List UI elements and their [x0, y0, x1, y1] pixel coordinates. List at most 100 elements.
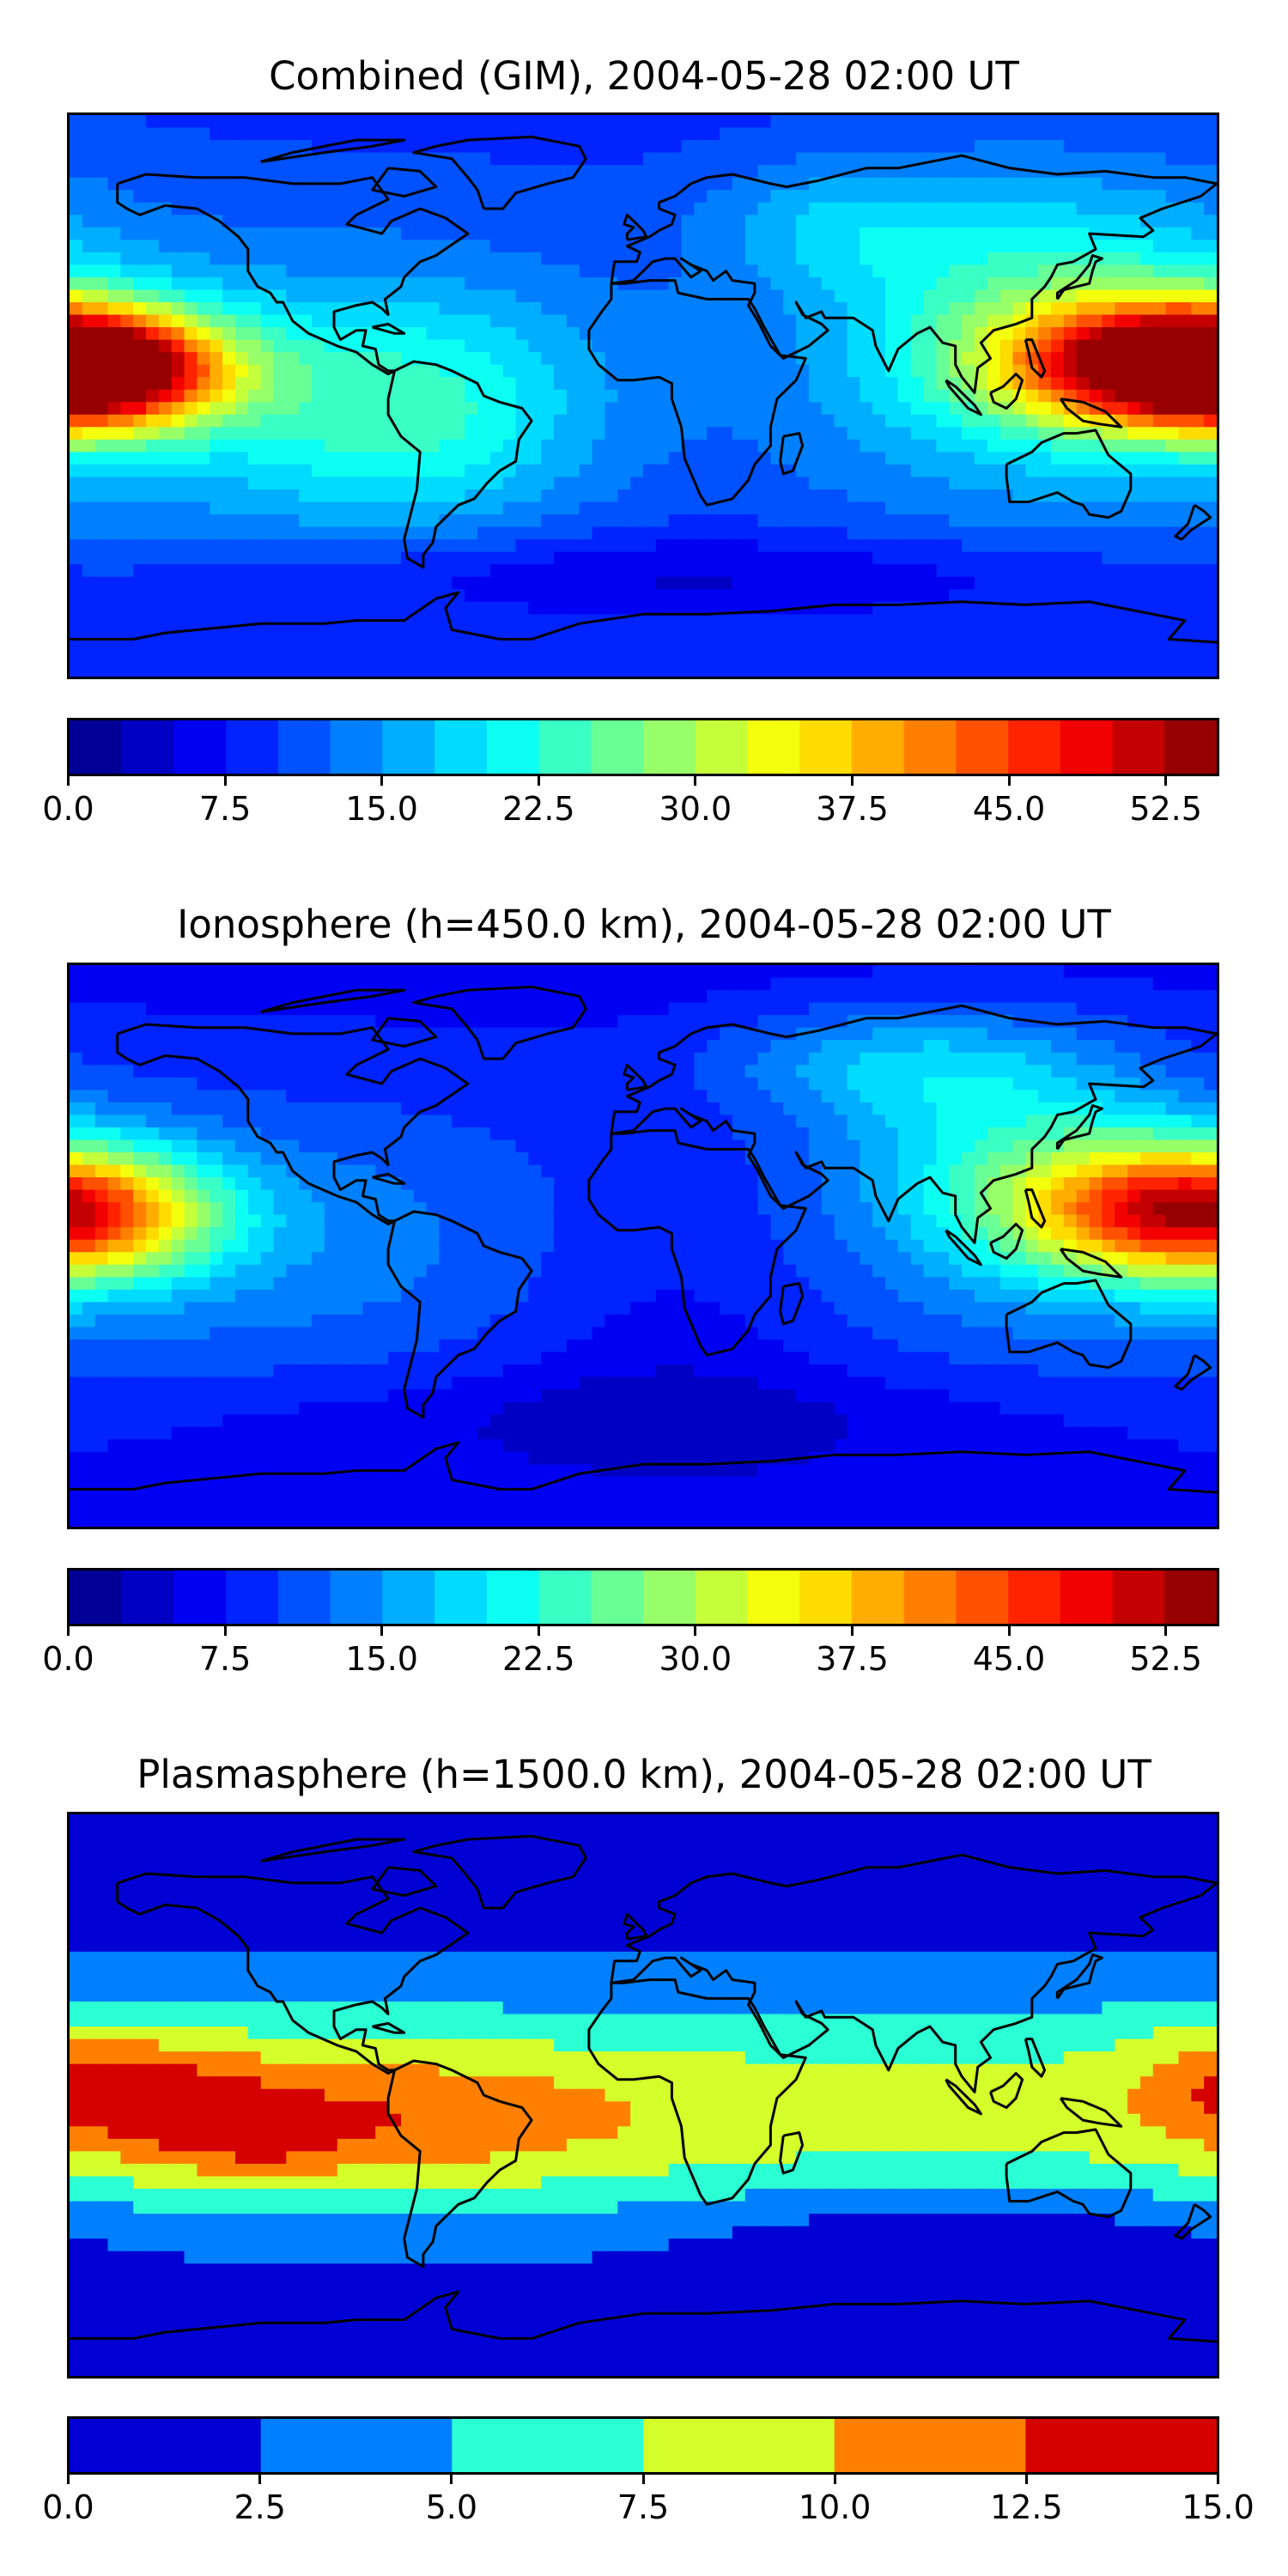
heat-cell [707, 364, 720, 378]
heat-cell [234, 1027, 249, 1041]
heat-cell [528, 276, 542, 291]
heat-cell [1178, 639, 1192, 653]
heat-cell [720, 589, 733, 603]
heat-cell [247, 1015, 262, 1029]
heat-cell [1178, 276, 1192, 291]
heat-cell [681, 427, 695, 440]
heat-cell [1051, 364, 1065, 378]
heat-cell [273, 539, 287, 553]
heat-cell [349, 289, 364, 303]
heat-cell [1025, 977, 1039, 991]
heat-cell [949, 127, 963, 141]
heat-cell [579, 477, 593, 490]
heat-cell [1076, 1052, 1091, 1066]
heat-cell [962, 414, 975, 428]
heat-cell [158, 339, 173, 353]
heat-cell [744, 215, 759, 228]
heat-cell [388, 539, 402, 553]
heat-cell [70, 601, 83, 615]
heat-cell [694, 439, 708, 453]
heat-cell [197, 314, 210, 328]
heat-cell [936, 352, 950, 366]
heat-cell [707, 1065, 720, 1078]
heat-cell [528, 564, 542, 578]
heat-cell [1165, 402, 1180, 416]
heat-cell [566, 302, 580, 316]
heat-cell [197, 614, 210, 628]
heat-cell [146, 1040, 160, 1054]
heat-cell [757, 1015, 772, 1029]
heat-cell [592, 439, 606, 453]
heat-cell [477, 1065, 491, 1078]
heat-cell [541, 564, 555, 578]
heat-cell [707, 526, 720, 540]
heat-cell [1076, 990, 1091, 1004]
heat-cell [974, 990, 988, 1004]
heat-cell [860, 276, 873, 291]
heat-cell [465, 1002, 478, 1016]
heat-cell [234, 664, 249, 677]
heat-cell [312, 389, 325, 403]
heat-cell [349, 314, 364, 328]
heat-cell [796, 252, 810, 265]
heat-cell [962, 977, 975, 991]
heat-cell [1178, 477, 1192, 490]
heat-cell [234, 240, 249, 253]
heat-cell [1012, 1002, 1026, 1016]
heat-cell [757, 202, 772, 216]
heat-cell [413, 389, 428, 403]
heat-cell [872, 576, 886, 590]
heat-cell [566, 526, 580, 540]
heat-cell [592, 389, 606, 403]
heat-cell [860, 264, 873, 278]
heat-cell [885, 539, 899, 553]
heat-cell [1012, 614, 1026, 628]
heat-cell [1025, 576, 1039, 590]
heat-cell [1127, 152, 1141, 166]
heat-cell [579, 240, 593, 253]
heat-cell [974, 477, 988, 490]
heat-cell [337, 364, 351, 378]
heat-cell [949, 551, 963, 565]
heat-cell [834, 427, 848, 440]
heat-cell [171, 1015, 185, 1029]
heat-cell [489, 140, 504, 154]
heat-cell [247, 589, 262, 603]
heat-cell [643, 439, 657, 453]
heat-cell [528, 990, 542, 1004]
heat-cell [796, 276, 810, 291]
heat-cell [910, 539, 925, 553]
heat-cell [70, 314, 83, 328]
heat-cell [388, 1077, 402, 1091]
heat-cell [617, 990, 631, 1004]
heat-cell [617, 477, 631, 490]
heat-cell [337, 664, 351, 677]
heat-cell [783, 202, 797, 216]
heat-cell [528, 414, 542, 428]
heat-cell [1127, 302, 1141, 316]
heat-cell [910, 639, 925, 653]
heat-cell [770, 489, 784, 503]
heat-cell [860, 626, 873, 640]
heat-cell [1115, 639, 1128, 653]
heat-cell [770, 576, 784, 590]
heat-cell [668, 489, 683, 503]
heat-cell [362, 489, 376, 503]
heat-cell [783, 1052, 797, 1066]
heat-cell [94, 364, 109, 378]
heat-cell [974, 1077, 988, 1091]
heat-cell [1025, 202, 1039, 216]
heat-cell [936, 965, 950, 979]
heat-cell [592, 1015, 606, 1029]
heat-cell [847, 127, 860, 141]
heat-cell [107, 202, 121, 216]
heat-cell [247, 152, 262, 166]
heat-cell [502, 439, 517, 453]
heat-cell [362, 965, 376, 979]
heat-cell [158, 614, 173, 628]
heat-cell [1102, 339, 1115, 353]
heat-cell [872, 190, 886, 204]
heat-cell [732, 339, 746, 353]
heat-cell [923, 664, 938, 677]
heat-cell [1102, 276, 1115, 291]
